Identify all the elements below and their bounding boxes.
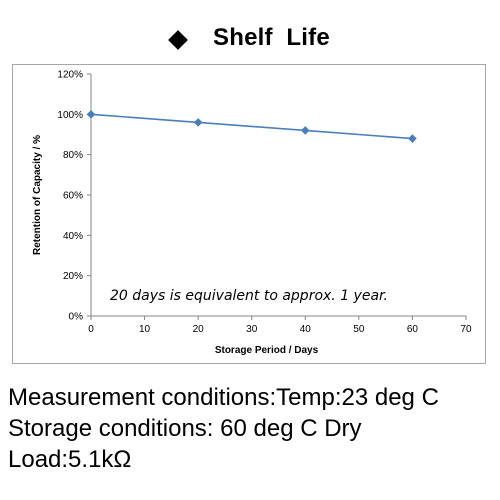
chart-title: Shelf Life bbox=[213, 24, 330, 51]
data-point bbox=[300, 126, 310, 135]
y-tick-label: 100% bbox=[57, 110, 83, 121]
diamond-icon bbox=[168, 30, 188, 50]
x-axis-label: Storage Period / Days bbox=[215, 345, 319, 356]
x-tick-label: 60 bbox=[407, 324, 419, 335]
measurement-conditions: Measurement conditions:Temp:23 deg C bbox=[8, 384, 439, 411]
data-point bbox=[193, 118, 203, 127]
series-line bbox=[90, 113, 413, 140]
x-tick-label: 40 bbox=[300, 324, 312, 335]
x-tick-label: 70 bbox=[460, 324, 472, 335]
series-group bbox=[86, 110, 417, 143]
y-axis-label: Retention of Capacity / % bbox=[32, 135, 43, 255]
x-tick-label: 0 bbox=[88, 324, 94, 335]
x-axis: 0 10 20 30 40 50 60 70 bbox=[88, 315, 472, 335]
data-point bbox=[86, 110, 96, 119]
y-tick-label: 0% bbox=[69, 312, 84, 323]
y-tick-label: 80% bbox=[63, 150, 83, 161]
x-tick-label: 20 bbox=[193, 324, 205, 335]
chart-title-row: Shelf Life bbox=[0, 22, 500, 58]
y-tick-label: 60% bbox=[63, 191, 83, 202]
x-tick-label: 30 bbox=[246, 324, 258, 335]
chart-annotation: 20 days is equivalent to approx. 1 year. bbox=[110, 288, 388, 304]
data-point bbox=[408, 134, 417, 143]
x-tick-label: 50 bbox=[353, 324, 365, 335]
y-axis: 0% 20% 40% 60% 80% 100% 120% bbox=[57, 70, 92, 323]
y-tick-label: 40% bbox=[63, 231, 83, 242]
y-tick-label: 20% bbox=[63, 271, 83, 282]
chart-frame bbox=[12, 64, 486, 364]
x-tick-label: 10 bbox=[139, 324, 151, 335]
conditions-block: Measurement conditions:Temp:23 deg C Sto… bbox=[8, 382, 496, 475]
storage-conditions: Storage conditions: 60 deg C Dry bbox=[8, 415, 362, 442]
shelf-life-chart: 0% 20% 40% 60% 80% 100% 120% 0 10 20 30 40 50 60 70 R… bbox=[32, 70, 472, 357]
load-conditions: Load:5.1kΩ bbox=[8, 446, 132, 473]
y-tick-label: 120% bbox=[57, 70, 83, 81]
